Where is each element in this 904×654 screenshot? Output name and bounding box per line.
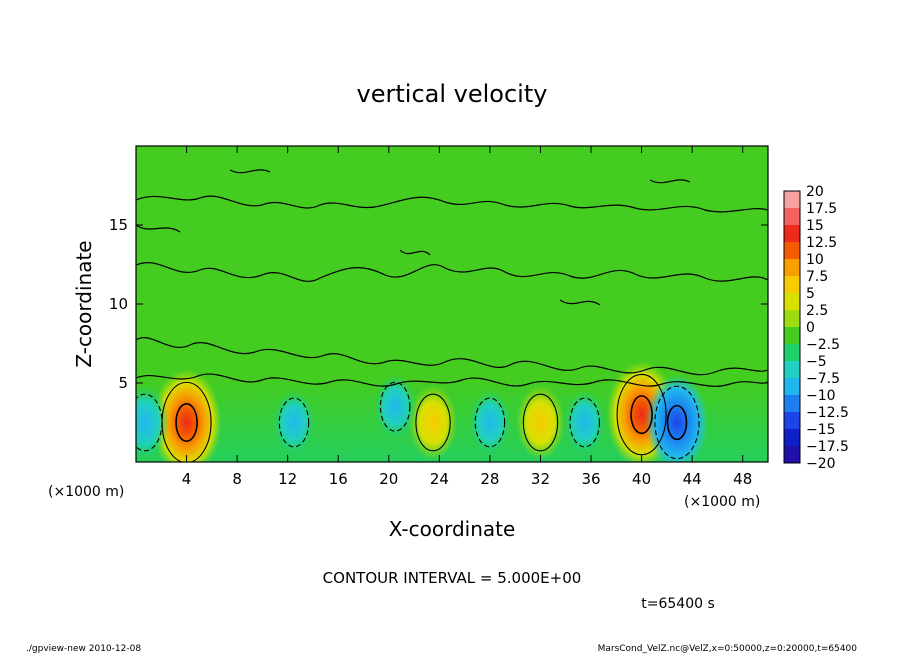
feature-contour-9 bbox=[569, 397, 600, 448]
colorbar: 2017.51512.5107.552.50−2.5−5−7.5−10−12.5… bbox=[783, 184, 849, 472]
x-tick-label: 40 bbox=[632, 470, 651, 488]
colorbar-label: −20 bbox=[806, 456, 836, 472]
colorbar-swatch bbox=[784, 378, 800, 395]
colorbar-swatch bbox=[784, 225, 800, 242]
x-tick-label: 20 bbox=[379, 470, 398, 488]
colorbar-label: 5 bbox=[806, 286, 815, 302]
colorbar-label: 7.5 bbox=[806, 269, 828, 285]
contour-line-middle bbox=[136, 262, 768, 282]
colorbar-swatch bbox=[784, 310, 800, 327]
feature-contour-8 bbox=[474, 397, 506, 448]
colorbar-label: 20 bbox=[806, 184, 824, 200]
colorbar-label: 0 bbox=[806, 320, 815, 336]
x-tick-label: 32 bbox=[531, 470, 550, 488]
feature-contour-inner-1 bbox=[630, 395, 653, 435]
colorbar-label: −15 bbox=[806, 422, 836, 438]
colorbar-label: 2.5 bbox=[806, 303, 828, 319]
feature-contour-5 bbox=[654, 385, 700, 460]
colorbar-swatch bbox=[784, 429, 800, 446]
chart-title: vertical velocity bbox=[357, 80, 548, 108]
x-unit-label-right: (×1000 m) bbox=[684, 494, 760, 510]
feature-contour-7 bbox=[379, 381, 411, 432]
y-axis-label: Z-coordinate bbox=[72, 240, 96, 367]
colorbar-swatch bbox=[784, 276, 800, 293]
colorbar-label: −12.5 bbox=[806, 405, 849, 421]
y-tick-label: 15 bbox=[109, 216, 128, 234]
colorbar-swatch bbox=[784, 208, 800, 225]
x-tick-label: 36 bbox=[581, 470, 600, 488]
colorbar-swatch bbox=[784, 361, 800, 378]
x-tick-label: 12 bbox=[278, 470, 297, 488]
colorbar-swatch bbox=[784, 344, 800, 361]
feature-contour-6 bbox=[278, 397, 310, 448]
feature-contour-3 bbox=[522, 393, 559, 452]
contour-interval-label: CONTOUR INTERVAL = 5.000E+00 bbox=[323, 569, 582, 587]
colorbar-swatch bbox=[784, 446, 800, 463]
colorbar-label: 10 bbox=[806, 252, 824, 268]
x-axis-label: X-coordinate bbox=[389, 517, 516, 541]
x-tick-label: 24 bbox=[430, 470, 449, 488]
colorbar-frame bbox=[783, 190, 801, 464]
colorbar-label: −10 bbox=[806, 388, 836, 404]
colorbar-label: −17.5 bbox=[806, 439, 849, 455]
colorbar-label: −5 bbox=[806, 354, 827, 370]
colorbar-label: −7.5 bbox=[806, 371, 840, 387]
contour-line-boundary bbox=[136, 373, 768, 387]
footer-right: MarsCond_VelZ.nc@VelZ,x=0:50000,z=0:2000… bbox=[598, 644, 858, 654]
colorbar-swatch bbox=[784, 242, 800, 259]
feature-contour-2 bbox=[415, 393, 451, 452]
y-tick-label: 5 bbox=[118, 374, 128, 392]
x-axis: 4 8 12 16 20 24 28 32 36 40 44 48 bbox=[182, 146, 752, 488]
feature-contour-inner-5 bbox=[666, 404, 688, 441]
colorbar-label: 15 bbox=[806, 218, 824, 234]
colorbar-swatch bbox=[784, 327, 800, 344]
feature-contour-1 bbox=[616, 373, 667, 456]
colorbar-label: 12.5 bbox=[806, 235, 837, 251]
colorbar-swatch bbox=[784, 293, 800, 310]
contour-line-upper bbox=[136, 195, 768, 213]
plot-area bbox=[136, 146, 768, 462]
x-tick-label: 28 bbox=[480, 470, 499, 488]
colorbar-swatch bbox=[784, 395, 800, 412]
x-unit-label-left: (×1000 m) bbox=[48, 484, 124, 500]
colorbar-swatch bbox=[784, 412, 800, 429]
contour-lines bbox=[136, 169, 768, 387]
feature-downdraft-5 bbox=[645, 374, 709, 462]
x-tick-label: 4 bbox=[182, 470, 192, 488]
feature-downdraft-4 bbox=[136, 384, 170, 461]
y-tick-label: 10 bbox=[109, 295, 128, 313]
x-tick-label: 48 bbox=[733, 470, 752, 488]
x-tick-label: 44 bbox=[683, 470, 702, 488]
x-tick-label: 16 bbox=[329, 470, 348, 488]
y-axis: 5 10 15 bbox=[109, 216, 768, 392]
colorbar-swatch bbox=[784, 191, 800, 208]
colorbar-swatch bbox=[784, 259, 800, 276]
colorbar-label: −2.5 bbox=[806, 337, 840, 353]
feature-contour-4 bbox=[136, 393, 163, 452]
contour-line-lower bbox=[136, 337, 768, 376]
time-label: t=65400 s bbox=[641, 596, 715, 612]
contour-line-extra bbox=[136, 169, 691, 306]
feature-updraft-0 bbox=[151, 369, 222, 462]
colorbar-label: 17.5 bbox=[806, 201, 837, 217]
feature-contour-inner-0 bbox=[175, 402, 198, 443]
x-tick-label: 8 bbox=[232, 470, 242, 488]
footer-left: ./gpview-new 2010-12-08 bbox=[26, 644, 141, 654]
